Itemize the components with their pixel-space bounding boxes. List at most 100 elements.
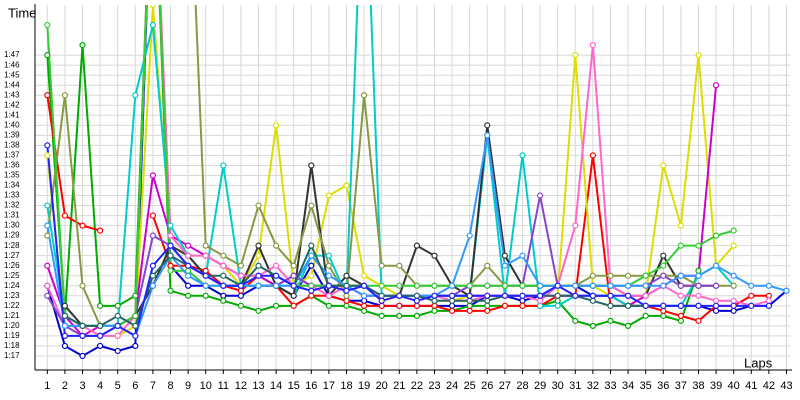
x-tick-label: 13 [252,380,264,392]
point [61,342,69,350]
x-tick-label: 19 [358,380,370,392]
x-tick-label: 8 [167,380,173,392]
point [255,262,262,269]
point [536,292,544,299]
point [255,242,262,249]
point [484,262,491,269]
point [61,302,69,309]
point [677,282,684,289]
point [765,292,772,299]
point [308,287,315,294]
point [677,302,684,309]
point [237,262,245,269]
point [642,312,649,319]
y-tick-label: 1:25 [4,271,20,280]
point [431,252,438,259]
point [167,262,174,269]
x-tick-label: 2 [62,380,68,392]
point [149,262,157,269]
point [167,267,174,274]
y-tick-label: 1:18 [4,341,20,350]
point [44,152,51,159]
y-tick-label: 1:40 [4,120,20,129]
x-tick-label: 7 [150,380,156,392]
point [448,297,456,304]
y-tick-label: 1:35 [4,171,20,180]
point [79,42,86,49]
point [44,142,51,149]
point [519,292,526,299]
y-tick-label: 1:41 [4,110,20,119]
point [554,297,561,304]
point [325,302,333,309]
point [484,292,491,299]
point [677,272,684,279]
point [730,297,737,304]
point [220,297,227,304]
point [695,302,702,309]
y-tick-label: 1:19 [4,331,20,340]
x-tick-label: 22 [411,380,423,392]
point [378,302,385,309]
point [308,292,315,299]
point [132,292,139,299]
point [378,262,385,269]
point [61,332,69,340]
x-tick-label: 35 [640,380,652,392]
x-tick-label: 42 [763,380,775,392]
point [202,292,209,299]
point [132,332,139,340]
point [361,92,368,99]
point [660,282,667,289]
y-tick-label: 1:38 [4,140,20,149]
point [361,297,368,304]
point [378,297,385,304]
y-tick-label: 1:17 [4,351,20,360]
x-tick-label: 18 [340,380,352,392]
x-tick-label: 32 [587,380,599,392]
point [44,232,51,239]
y-tick-label: 1:23 [4,291,20,300]
point [589,297,596,304]
point [44,21,51,29]
point [484,132,491,139]
point [343,302,350,309]
point [730,307,737,314]
point [519,297,526,304]
y-tick-label: 1:45 [4,70,20,79]
point [255,252,262,259]
point [730,302,737,309]
point [378,282,385,289]
point [343,182,350,189]
point [185,282,192,289]
point [484,122,491,129]
series-line [46,5,734,327]
point [712,302,720,309]
point [484,297,491,304]
point [413,312,420,319]
point [572,282,579,289]
point [290,292,297,299]
x-tick-label: 20 [376,380,388,392]
point [220,292,227,299]
x-tick-label: 34 [622,380,634,392]
point [748,302,755,309]
y-tick-label: 1:26 [4,261,20,270]
x-tick-label: 4 [97,380,103,392]
point [114,332,121,340]
point [554,282,561,289]
point [466,292,473,299]
x-tick-label: 31 [569,380,581,392]
point [308,262,315,269]
point [765,302,772,309]
point [677,317,684,324]
point [712,232,720,239]
point [202,272,209,279]
point [308,282,315,289]
x-tick-label: 29 [534,380,546,392]
point [712,282,720,289]
point [712,262,720,269]
x-tick-label: 10 [200,380,212,392]
point [149,272,157,279]
